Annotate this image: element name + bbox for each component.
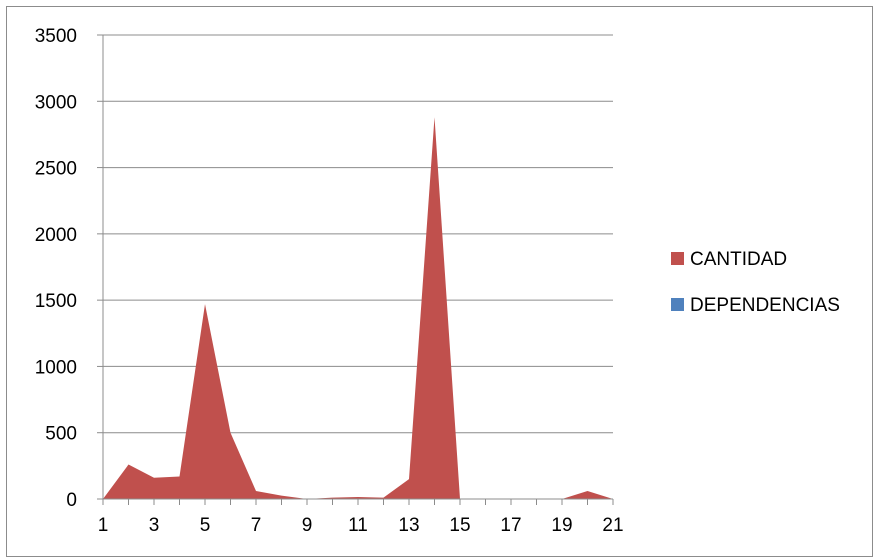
plot-area xyxy=(102,117,614,500)
legend: CANTIDAD DEPENDENCIAS xyxy=(671,249,840,316)
x-tick-label-11: 11 xyxy=(348,515,368,536)
y-axis-ticks: 0 500 1000 1500 2000 2500 3000 3500 xyxy=(35,26,103,511)
x-axis-ticks: 1 3 5 7 9 11 13 15 17 19 21 xyxy=(98,499,624,536)
legend-swatch-dependencias xyxy=(671,298,684,311)
area-series-cantidad xyxy=(103,117,613,500)
x-tick-label-13: 13 xyxy=(398,515,419,536)
y-tick-label-500: 500 xyxy=(45,424,77,445)
x-tick-label-3: 3 xyxy=(149,515,160,536)
x-tick-label-1: 1 xyxy=(98,515,109,536)
legend-swatch-cantidad xyxy=(671,252,684,265)
y-tick-label-3000: 3000 xyxy=(35,92,77,113)
y-tick-label-0: 0 xyxy=(66,490,77,511)
gridlines xyxy=(103,34,613,434)
y-tick-label-2000: 2000 xyxy=(35,225,77,246)
x-tick-label-7: 7 xyxy=(251,515,262,536)
y-tick-label-2500: 2500 xyxy=(35,159,77,180)
x-tick-label-15: 15 xyxy=(449,515,470,536)
x-tick-label-9: 9 xyxy=(302,515,313,536)
legend-label-cantidad: CANTIDAD xyxy=(690,249,787,270)
x-tick-label-5: 5 xyxy=(200,515,211,536)
x-tick-label-19: 19 xyxy=(551,515,572,536)
x-tick-label-21: 21 xyxy=(602,515,623,536)
legend-label-dependencias: DEPENDENCIAS xyxy=(690,295,840,316)
y-tick-label-1500: 1500 xyxy=(35,291,77,312)
y-tick-label-1000: 1000 xyxy=(35,357,77,378)
axes xyxy=(102,35,613,500)
x-tick-label-17: 17 xyxy=(500,515,521,536)
y-tick-label-3500: 3500 xyxy=(35,26,77,47)
